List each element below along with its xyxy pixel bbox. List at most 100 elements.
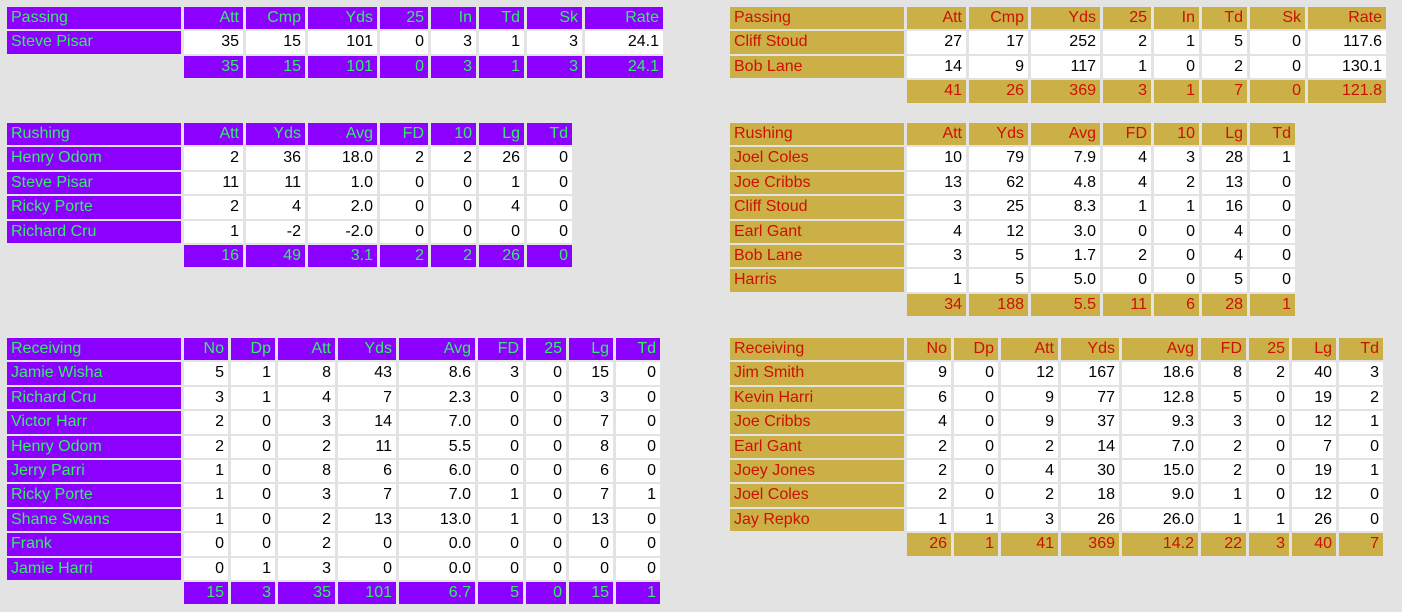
- column-header-dp: Dp: [954, 338, 998, 361]
- stat-fd: 4: [1103, 147, 1151, 170]
- stat-fd: 0: [1103, 269, 1151, 292]
- column-header-cmp: Cmp: [246, 7, 305, 30]
- stat-fd: 0: [478, 459, 523, 483]
- stat-td: 0: [1250, 220, 1295, 243]
- stat-avg: 9.0: [1122, 484, 1198, 507]
- column-header-td: Td: [527, 123, 572, 146]
- stat-avg: 18.6: [1122, 362, 1198, 385]
- table-row: Jim Smith 9 0 12 167 18.6 8 2 40 3: [730, 362, 1383, 385]
- stat-td: 0: [616, 557, 660, 580]
- column-header-avg: Avg: [1122, 338, 1198, 361]
- header-row: Receiving No Dp Att Yds Avg FD 25 Lg Td: [730, 338, 1383, 361]
- stat-dp: 1: [231, 557, 275, 580]
- stat-td: 0: [616, 411, 660, 434]
- stat-avg: 18.0: [308, 147, 377, 170]
- stat-yds: 117: [1031, 55, 1100, 79]
- stat-att: 3: [907, 196, 966, 219]
- stat-dp: 0: [954, 484, 998, 507]
- stat-avg: 7.0: [1122, 435, 1198, 458]
- stat-td: 0: [527, 196, 572, 219]
- table-row: Cliff Stoud 3 25 8.3 1 1 16 0: [730, 196, 1295, 219]
- stat-25: 1: [1249, 508, 1289, 532]
- stat-no: 1: [184, 459, 228, 483]
- table-row: Jay Repko 1 1 3 26 26.0 1 1 26 0: [730, 508, 1383, 532]
- total-td: 0: [527, 244, 572, 268]
- stat-fd: 0: [380, 196, 428, 219]
- total-avg: 3.1: [308, 244, 377, 268]
- stat-lg: 4: [1202, 244, 1247, 268]
- table-row: Jamie Harri 0 1 3 0 0.0 0 0 0 0: [7, 557, 660, 580]
- stat-fd: 3: [478, 362, 523, 385]
- stat-fd: 0: [478, 533, 523, 556]
- stat-td: 0: [527, 147, 572, 170]
- stat-att: 2: [1001, 435, 1058, 458]
- stat-fd: 1: [478, 484, 523, 507]
- column-header-att: Att: [1001, 338, 1058, 361]
- total-att: 35: [278, 581, 335, 605]
- stat-lg: 12: [1292, 411, 1336, 434]
- stat-no: 1: [184, 484, 228, 507]
- column-header-att: Att: [184, 7, 243, 30]
- stat-td: 3: [1339, 362, 1383, 385]
- stat-lg: 0: [569, 557, 613, 580]
- player-name: Steve Pisar: [7, 171, 181, 195]
- total-sk: 3: [527, 55, 582, 79]
- stat-lg: 7: [569, 411, 613, 434]
- stat-avg: 8.3: [1031, 196, 1100, 219]
- stat-lg: 7: [1292, 435, 1336, 458]
- stat-yds: 0: [338, 557, 396, 580]
- stat-no: 9: [907, 362, 951, 385]
- stat-att: 3: [907, 244, 966, 268]
- total-rate: 24.1: [585, 55, 663, 79]
- table-row: Richard Cru 1 -2 -2.0 0 0 0 0: [7, 220, 572, 243]
- stat-avg: 4.8: [1031, 171, 1100, 195]
- column-header-sk: Sk: [1250, 7, 1305, 30]
- stat-yds: 11: [246, 171, 305, 195]
- team-b-rushing-table: Rushing Att Yds Avg FD 10 Lg Td Joel Coles 10 79 7.…: [730, 123, 1295, 318]
- stat-td: 1: [479, 31, 524, 54]
- stat-avg: 9.3: [1122, 411, 1198, 434]
- stat-lg: 13: [569, 508, 613, 532]
- stat-yds: 43: [338, 362, 396, 385]
- stat-yds: -2: [246, 220, 305, 243]
- header-row: Rushing Att Yds Avg FD 10 Lg Td: [730, 123, 1295, 146]
- section-title: Passing: [730, 7, 904, 30]
- stat-fd: 0: [380, 171, 428, 195]
- header-row: Receiving No Dp Att Yds Avg FD 25 Lg Td: [7, 338, 660, 361]
- section-title: Rushing: [7, 123, 181, 146]
- total-att: 34: [907, 293, 966, 317]
- stat-yds: 0: [338, 533, 396, 556]
- stat-dp: 1: [954, 508, 998, 532]
- stat-no: 0: [184, 533, 228, 556]
- column-header-in: In: [431, 7, 476, 30]
- stat-dp: 0: [231, 459, 275, 483]
- stat-td: 0: [616, 508, 660, 532]
- header-row: Passing Att Cmp Yds 25 In Td Sk Rate: [730, 7, 1386, 30]
- stat-avg: 12.8: [1122, 386, 1198, 410]
- stat-25: 0: [380, 31, 428, 54]
- total-rate: 121.8: [1308, 80, 1386, 103]
- total-fd: 5: [478, 581, 523, 605]
- column-header-avg: Avg: [399, 338, 475, 361]
- stat-in: 3: [431, 31, 476, 54]
- stat-td: 0: [616, 459, 660, 483]
- stat-td: 0: [1250, 269, 1295, 292]
- total-avg: 14.2: [1122, 533, 1198, 556]
- total-25: 3: [1103, 80, 1151, 103]
- stat-avg: 0.0: [399, 533, 475, 556]
- total-25: 0: [380, 55, 428, 79]
- stat-td: 5: [1202, 31, 1247, 54]
- stat-dp: 0: [954, 362, 998, 385]
- stat-dp: 0: [231, 508, 275, 532]
- stat-25: 0: [526, 484, 566, 507]
- stat-no: 5: [184, 362, 228, 385]
- column-header-10: 10: [1154, 123, 1199, 146]
- column-header-no: No: [907, 338, 951, 361]
- stat-in: 0: [1154, 55, 1199, 79]
- total-sk: 0: [1250, 80, 1305, 103]
- stat-yds: 7: [338, 484, 396, 507]
- team-a-receiving-table: Receiving No Dp Att Yds Avg FD 25 Lg Td Jamie Wish…: [7, 338, 660, 606]
- total-lg: 28: [1202, 293, 1247, 317]
- stat-25: 2: [1103, 31, 1151, 54]
- column-header-sk: Sk: [527, 7, 582, 30]
